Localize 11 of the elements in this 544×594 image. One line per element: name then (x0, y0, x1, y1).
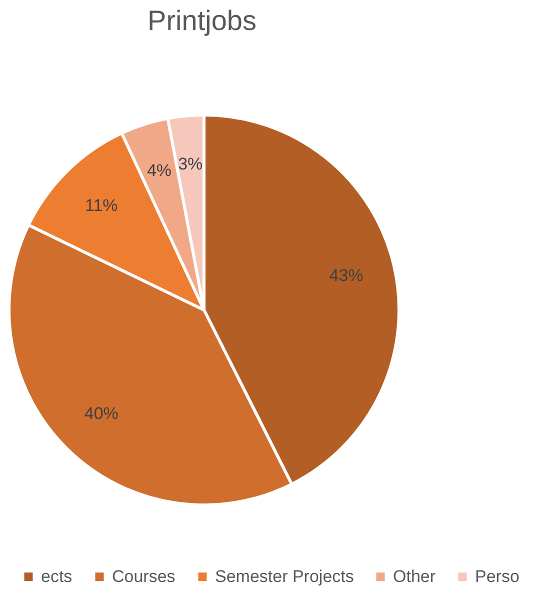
legend-label: Perso (475, 566, 520, 586)
legend-label: Courses (112, 566, 176, 586)
data-label: 4% (146, 160, 172, 180)
data-label: 3% (178, 154, 203, 174)
data-label: 40% (84, 404, 118, 424)
legend-label: ects (41, 566, 72, 586)
legend-label: Semester Projects (215, 566, 354, 586)
data-label: 43% (329, 266, 364, 286)
chart-title: Printjobs (148, 5, 256, 36)
data-label: 11% (85, 196, 118, 215)
legend-label: Other (393, 566, 436, 586)
